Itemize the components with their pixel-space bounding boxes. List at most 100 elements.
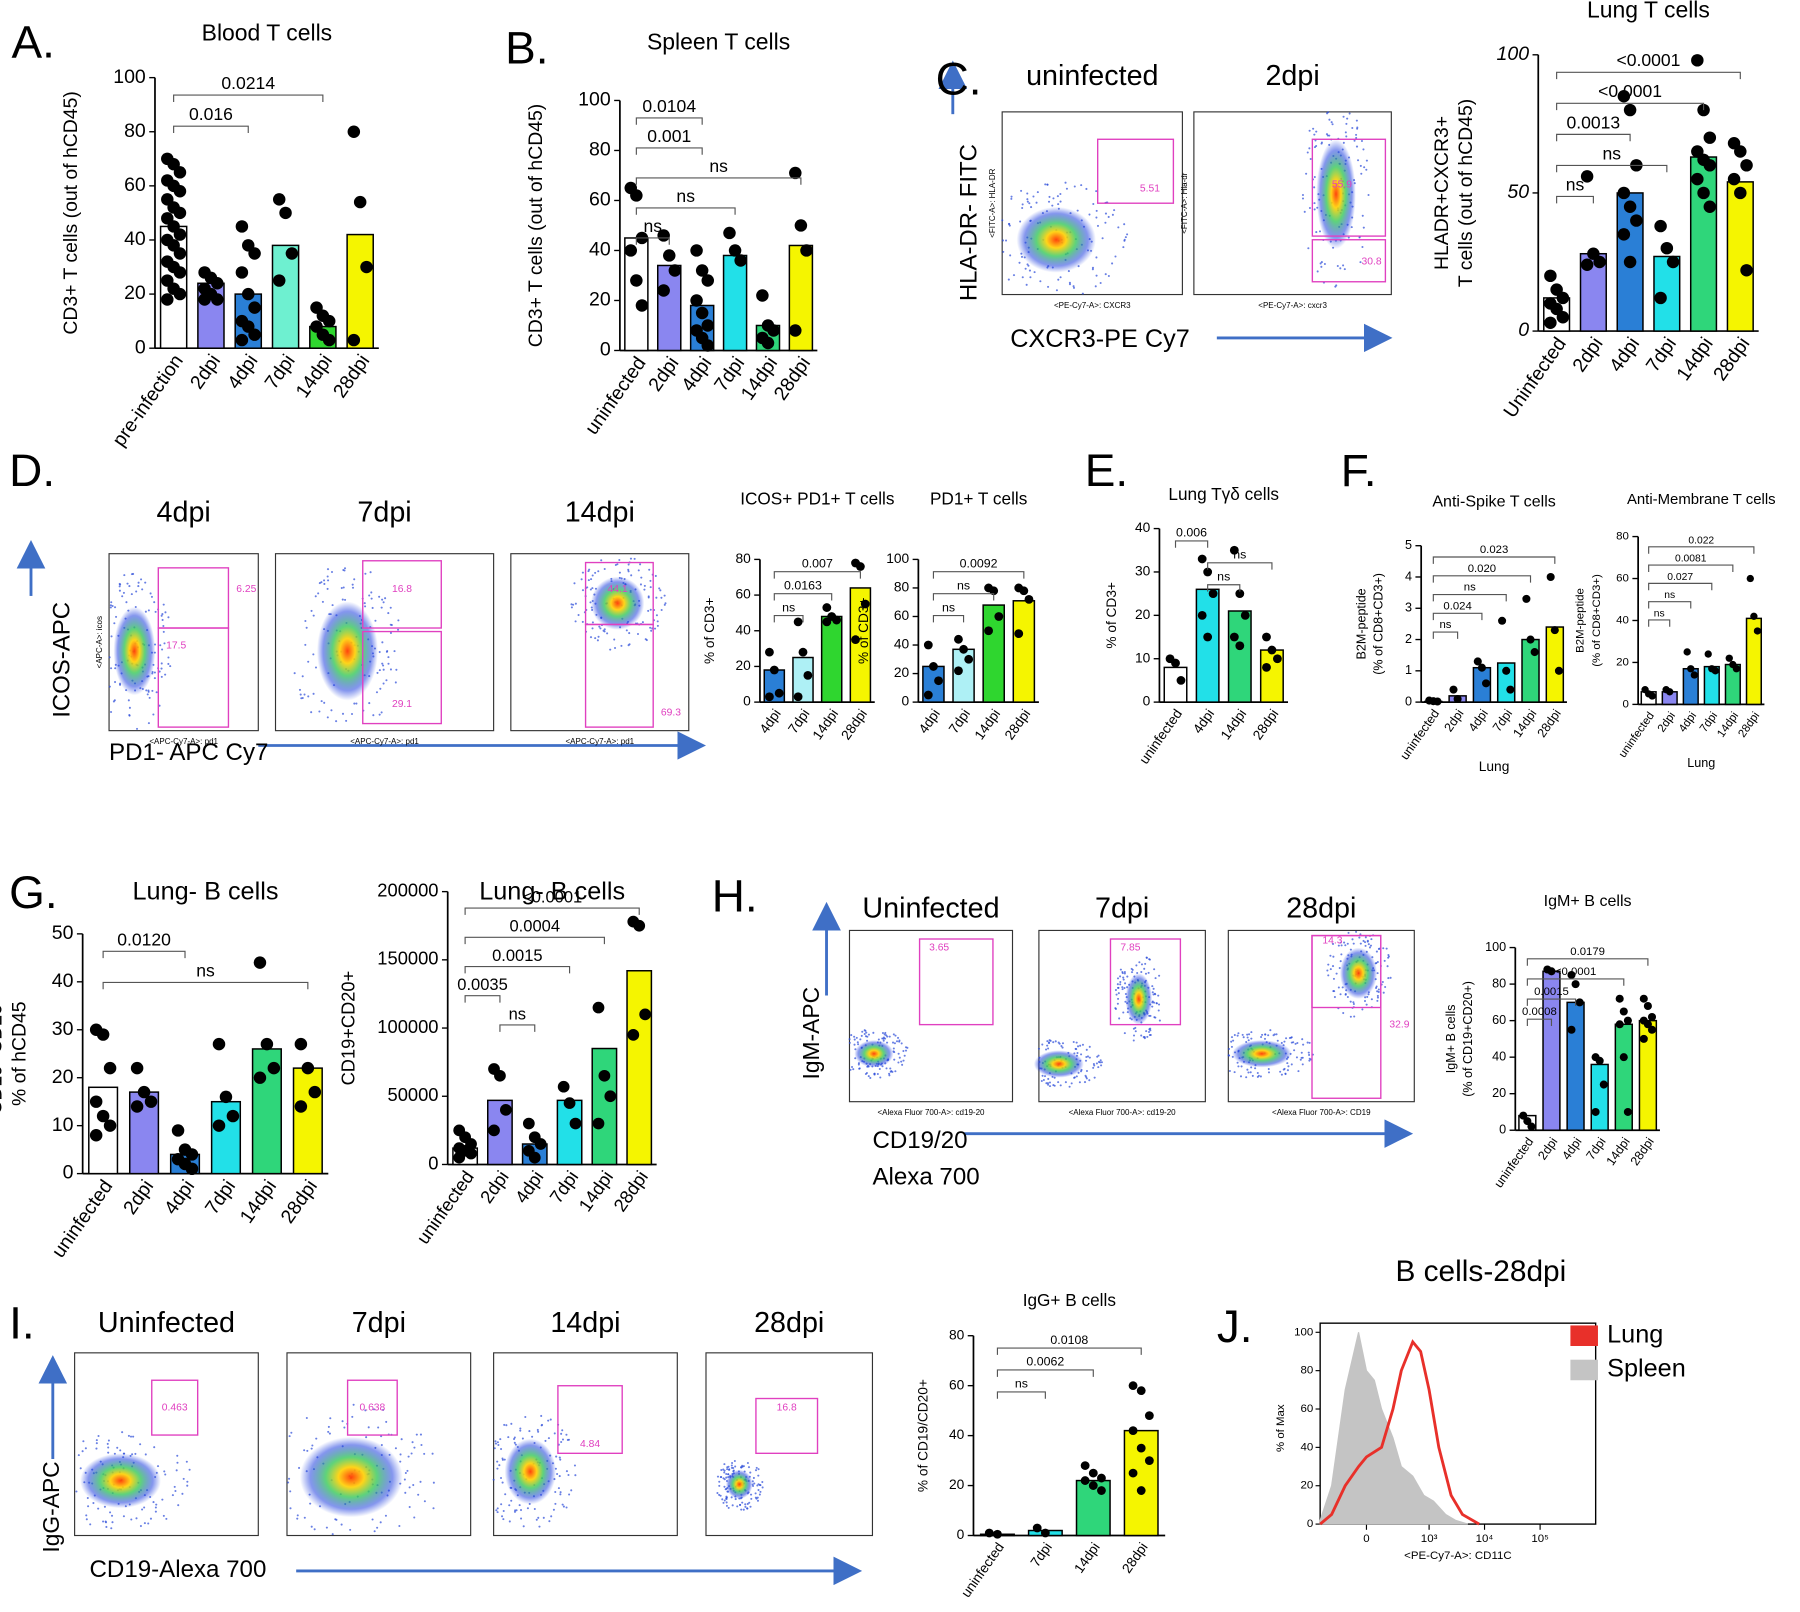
event-dot <box>1333 996 1336 999</box>
event-dot <box>326 587 329 590</box>
event-dot <box>574 602 577 605</box>
bar <box>1689 156 1718 332</box>
event-dot <box>542 1516 545 1519</box>
event-dot <box>1337 944 1340 947</box>
gate-percent: 14.3 <box>1322 935 1342 946</box>
event-dot <box>520 1517 523 1520</box>
data-point <box>1615 1020 1624 1029</box>
event-dot <box>616 563 619 566</box>
event-dot <box>126 582 129 585</box>
event-dot <box>326 568 330 571</box>
significance-label: ns <box>644 216 663 236</box>
event-dot <box>137 585 140 588</box>
data-point <box>822 603 832 612</box>
event-dot <box>1355 136 1358 139</box>
event-dot <box>320 581 323 584</box>
event-dot <box>559 1493 562 1496</box>
event-dot <box>618 571 621 574</box>
data-point <box>701 339 715 352</box>
event-dot <box>393 650 396 653</box>
event-dot <box>1375 950 1378 953</box>
bar <box>1566 1001 1585 1131</box>
x-tick-label: 28dpi <box>329 351 374 402</box>
data-point <box>789 324 802 337</box>
significance-label: 0.0092 <box>960 556 998 570</box>
event-dot <box>1315 130 1318 133</box>
event-dot <box>1247 1039 1250 1042</box>
data-point <box>934 676 943 686</box>
data-point <box>793 692 803 702</box>
event-dot <box>750 1497 753 1500</box>
event-dot <box>1070 1082 1073 1085</box>
data-point <box>453 1151 466 1164</box>
event-dot <box>1344 944 1347 947</box>
bar <box>626 970 653 1166</box>
event-dot <box>727 1506 730 1509</box>
event-dot <box>1230 1036 1234 1039</box>
data-point <box>635 299 649 312</box>
significance-bracket <box>464 995 501 1003</box>
data-point <box>1740 159 1753 172</box>
panel-letter: F. <box>1341 445 1377 496</box>
data-point <box>832 615 841 625</box>
data-point <box>235 266 249 279</box>
data-point <box>1711 667 1720 675</box>
data-point <box>954 666 963 676</box>
data-point <box>1544 316 1557 329</box>
significance-label: 0.0179 <box>1570 946 1605 958</box>
event-dot <box>419 1480 422 1483</box>
event-dot <box>1251 1074 1254 1077</box>
event-dot <box>1123 1032 1126 1035</box>
event-dot <box>1305 172 1308 175</box>
event-dot <box>1007 278 1010 281</box>
event-dot <box>1367 943 1370 946</box>
significance-label: ns <box>957 578 970 592</box>
x-tick-label: 2dpi <box>1535 1135 1560 1162</box>
event-dot <box>95 1439 98 1442</box>
event-dot <box>544 1439 547 1442</box>
event-dot <box>756 1499 760 1502</box>
event-dot <box>149 592 152 595</box>
event-dot <box>1227 1047 1231 1050</box>
event-dot <box>167 662 170 665</box>
y-tick-label: 50 <box>52 922 74 944</box>
significance-label: 0.0163 <box>784 578 822 592</box>
event-dot <box>413 1446 416 1449</box>
event-dot <box>757 1489 760 1492</box>
x-tick-label: 4dpi <box>1190 706 1217 736</box>
event-dot <box>372 1408 376 1411</box>
event-dot <box>857 1043 860 1046</box>
data-point <box>103 1061 117 1075</box>
event-dot <box>501 1481 504 1484</box>
event-dot <box>561 1438 565 1441</box>
event-dot <box>1308 1053 1311 1056</box>
event-dot <box>144 610 147 613</box>
event-dot <box>378 713 381 716</box>
event-dot <box>1157 994 1160 997</box>
event-dot <box>888 1074 891 1077</box>
event-dot <box>1282 1068 1285 1071</box>
event-dot <box>1088 1079 1091 1082</box>
event-dot <box>649 626 652 629</box>
y-tick-label: 20 <box>949 1477 965 1492</box>
event-dot <box>305 1416 308 1420</box>
flow-title: 14dpi <box>550 1307 620 1339</box>
event-dot <box>114 681 117 684</box>
data-point <box>235 333 249 347</box>
event-dot <box>1020 189 1023 192</box>
event-dot <box>162 630 165 633</box>
event-dot <box>581 571 584 574</box>
significance-bracket <box>1556 133 1631 142</box>
significance-bracket <box>773 593 833 601</box>
x-tick-label: 7dpi <box>946 706 973 736</box>
event-dot <box>1385 947 1388 950</box>
y-tick-label: 0 <box>1623 698 1629 710</box>
event-dot <box>1047 285 1050 288</box>
event-dot <box>1357 159 1360 162</box>
event-dot <box>158 704 161 707</box>
event-dot <box>1026 200 1029 203</box>
event-dot <box>108 656 111 659</box>
gate-percent: 6.25 <box>236 584 256 595</box>
data-point <box>794 219 808 232</box>
